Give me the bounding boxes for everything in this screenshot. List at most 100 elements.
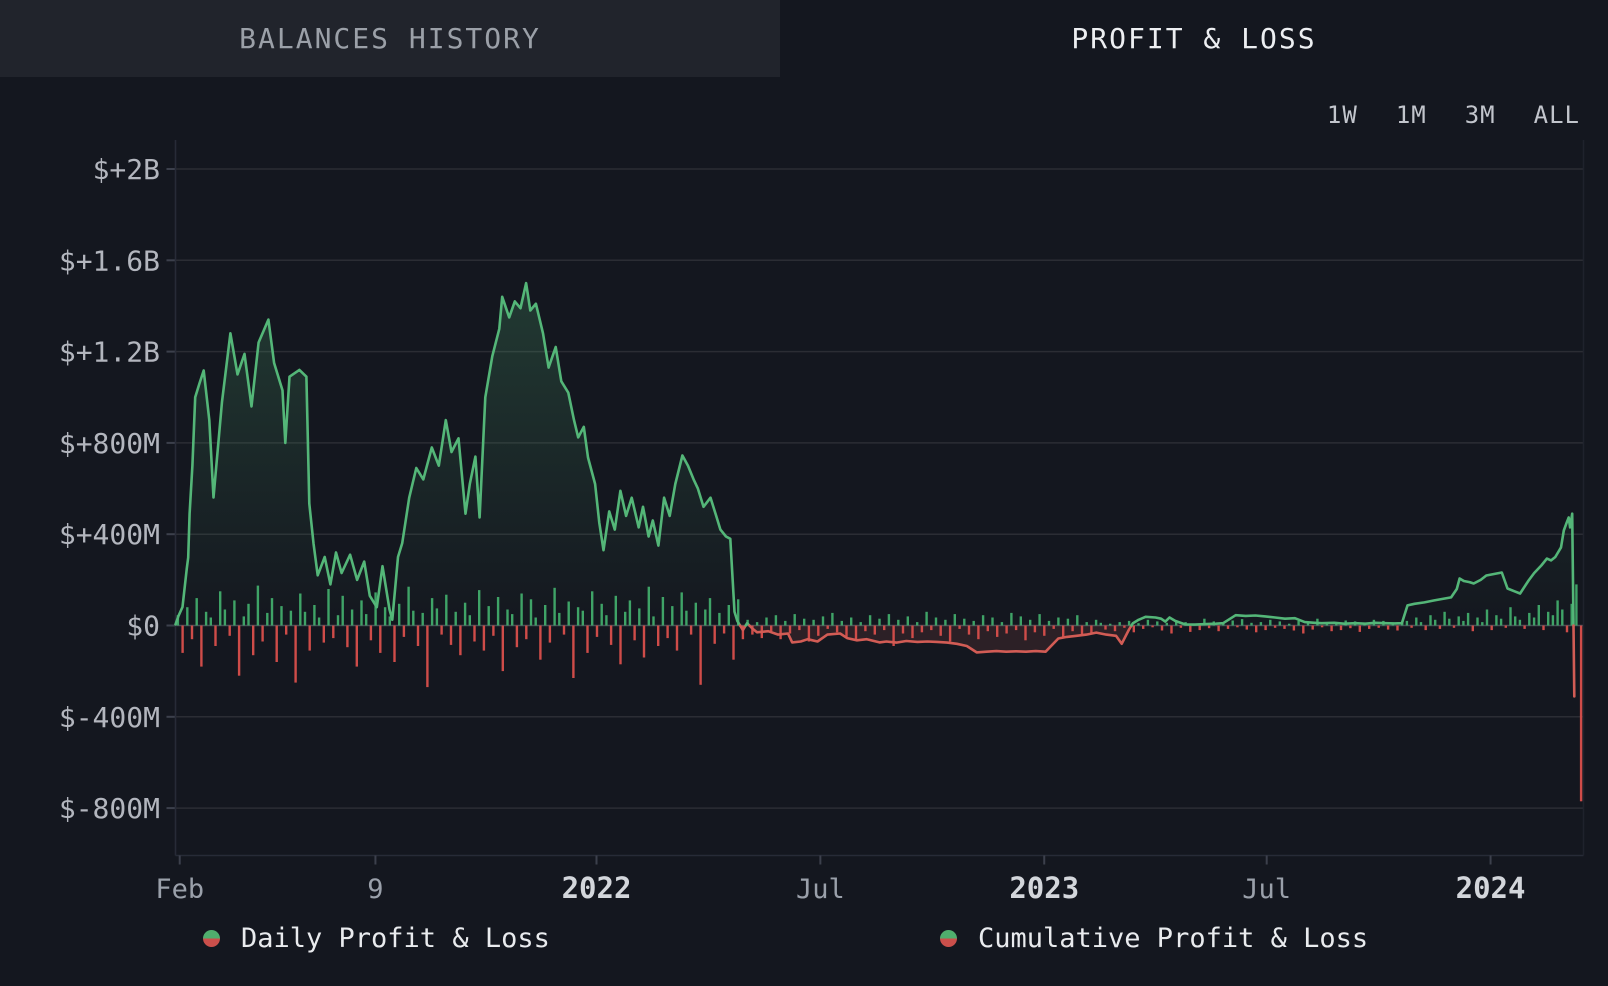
- daily-pnl-bar: [977, 625, 980, 640]
- cumulative-pnl-line: [1130, 512, 1575, 627]
- daily-pnl-bar: [515, 625, 519, 648]
- daily-pnl-bar: [831, 612, 834, 626]
- daily-pnl-bar: [228, 625, 231, 636]
- daily-pnl-bar: [1509, 607, 1512, 626]
- daily-pnl-bar: [845, 625, 848, 637]
- legend-item-cumulative[interactable]: Cumulative Profit & Loss: [940, 918, 1368, 958]
- daily-pnl-bar: [525, 625, 528, 640]
- daily-pnl-bar: [539, 625, 542, 660]
- daily-pnl-bar: [1292, 625, 1296, 631]
- daily-pnl-bar: [1170, 625, 1173, 634]
- daily-pnl-bar: [426, 625, 429, 688]
- daily-pnl-bar: [482, 625, 486, 651]
- daily-pnl-bar: [642, 625, 646, 658]
- daily-pnl-bar: [1151, 625, 1154, 628]
- y-axis-label: $0: [126, 610, 160, 643]
- daily-pnl-bar: [784, 620, 787, 626]
- daily-pnl-bar: [859, 622, 862, 626]
- daily-pnl-bar: [445, 594, 448, 626]
- daily-pnl-bar: [1057, 617, 1060, 626]
- daily-pnl-bar: [1532, 617, 1536, 626]
- daily-pnl-bar: [1207, 625, 1211, 629]
- daily-pnl-bar: [817, 625, 820, 636]
- daily-pnl-bar: [1123, 625, 1126, 628]
- daily-pnl-bar: [925, 611, 928, 626]
- daily-pnl-bar: [468, 615, 471, 626]
- daily-pnl-bar: [868, 615, 872, 626]
- daily-pnl-bar: [647, 586, 650, 626]
- daily-pnl-bar: [374, 592, 377, 626]
- daily-pnl-bar: [1377, 625, 1380, 628]
- daily-pnl-bar: [1080, 625, 1084, 635]
- daily-pnl-bar: [666, 625, 669, 639]
- daily-pnl-bar: [770, 625, 773, 632]
- daily-pnl-bar: [1005, 625, 1008, 634]
- daily-pnl-bar: [294, 625, 297, 683]
- daily-pnl-bar: [1443, 611, 1446, 626]
- daily-pnl-bar: [1452, 625, 1456, 628]
- daily-pnl-bar: [854, 625, 858, 641]
- daily-pnl-bar: [638, 608, 641, 626]
- range-option-1w[interactable]: 1W: [1326, 101, 1358, 129]
- daily-pnl-bar: [317, 617, 321, 626]
- daily-pnl-bar: [981, 615, 985, 626]
- daily-pnl-bar: [280, 606, 283, 626]
- daily-pnl-bar: [633, 625, 636, 641]
- tab-profit-loss[interactable]: PROFIT & LOSS: [780, 0, 1608, 77]
- daily-pnl-bar: [285, 625, 288, 635]
- daily-pnl-bar: [355, 625, 358, 667]
- daily-pnl-bar: [520, 593, 523, 626]
- daily-pnl-bar: [1410, 625, 1413, 628]
- daily-pnl-bar: [840, 620, 843, 626]
- daily-pnl-bar: [1302, 625, 1305, 634]
- legend-item-daily-label: Daily Profit & Loss: [241, 922, 550, 954]
- daily-pnl-bar: [628, 600, 632, 626]
- daily-pnl-bar: [675, 625, 679, 651]
- daily-pnl-legend-dot-icon: [203, 929, 220, 947]
- daily-pnl-bar: [346, 625, 349, 648]
- daily-pnl-bar: [737, 599, 740, 626]
- daily-pnl-bar: [1269, 619, 1272, 626]
- range-option-3m[interactable]: 3M: [1464, 101, 1496, 129]
- daily-pnl-bar: [1109, 623, 1112, 626]
- daily-pnl-bar: [1273, 625, 1277, 628]
- daily-pnl-bar: [1283, 625, 1286, 629]
- daily-pnl-bar: [1278, 621, 1281, 626]
- cumulative-pnl-legend-dot-icon: [940, 929, 957, 947]
- daily-pnl-bar: [930, 625, 933, 631]
- daily-pnl-bar: [1250, 622, 1253, 626]
- daily-pnl-bar: [1542, 625, 1545, 631]
- daily-pnl-bar: [1579, 625, 1583, 802]
- daily-pnl-bar: [1575, 584, 1578, 626]
- daily-pnl-bar: [812, 619, 815, 626]
- daily-pnl-bar: [242, 616, 245, 626]
- daily-pnl-bar: [407, 586, 410, 626]
- daily-pnl-bar: [219, 591, 222, 626]
- range-option-1m[interactable]: 1M: [1395, 101, 1427, 129]
- daily-pnl-bar: [1438, 625, 1442, 629]
- daily-pnl-bar: [864, 625, 867, 632]
- daily-pnl-bar: [897, 619, 900, 626]
- daily-pnl-bar: [553, 587, 556, 626]
- y-axis-label: $+2B: [93, 153, 160, 186]
- daily-pnl-bar: [256, 585, 260, 626]
- daily-pnl-bar: [332, 625, 335, 639]
- tab-balances-history[interactable]: BALANCES HISTORY: [0, 0, 780, 77]
- legend-item-daily[interactable]: Daily Profit & Loss: [203, 918, 550, 958]
- daily-pnl-bar: [558, 612, 561, 626]
- daily-pnl-bar: [181, 625, 184, 653]
- daily-pnl-bar: [944, 619, 947, 626]
- range-option-all[interactable]: ALL: [1533, 101, 1580, 129]
- daily-pnl-bar: [1099, 622, 1102, 626]
- daily-pnl-bar: [624, 611, 627, 626]
- daily-pnl-bar: [1405, 620, 1409, 626]
- daily-pnl-bar: [473, 625, 476, 642]
- daily-pnl-bar: [190, 625, 194, 640]
- daily-pnl-bar: [958, 625, 961, 629]
- daily-pnl-bar: [614, 595, 617, 626]
- daily-pnl-bar: [1203, 618, 1206, 626]
- daily-pnl-bar: [1537, 605, 1540, 626]
- daily-pnl-bar: [454, 611, 457, 626]
- daily-pnl-bar: [548, 625, 552, 643]
